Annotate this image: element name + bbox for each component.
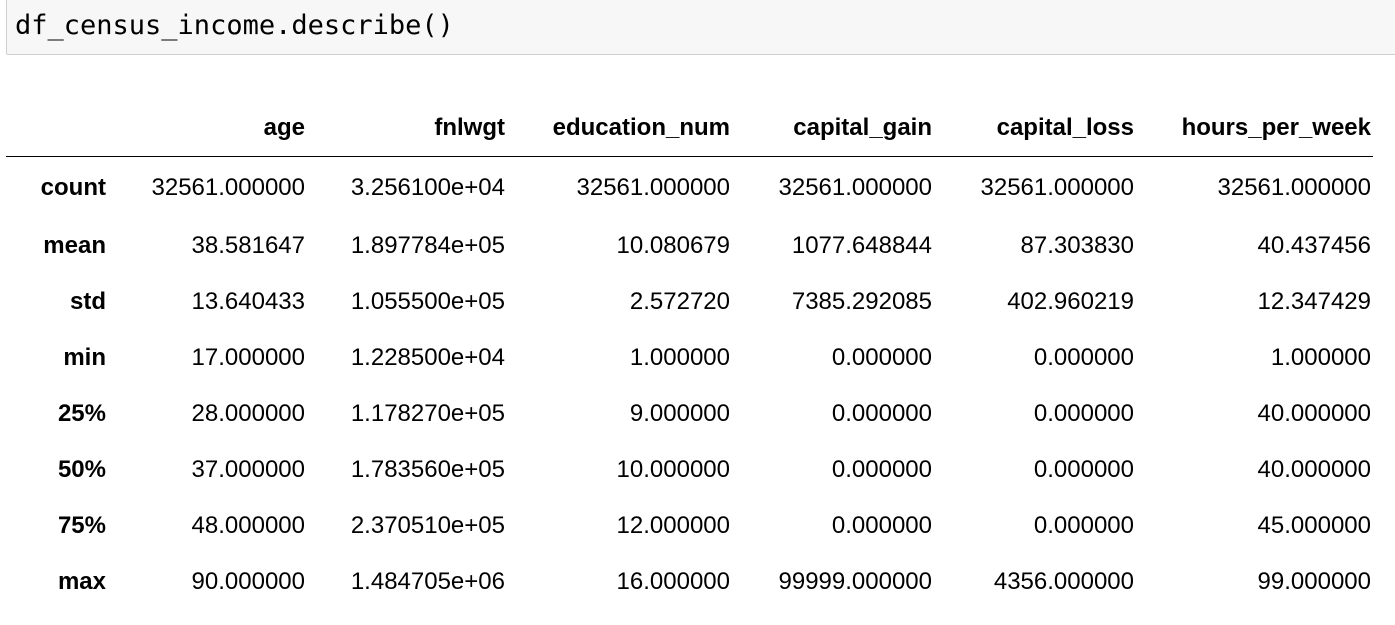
column-header: capital_gain <box>730 100 932 157</box>
code-cell[interactable]: df_census_income.describe() <box>6 0 1395 55</box>
table-cell: 9.000000 <box>629 400 730 427</box>
row-index: 75% <box>57 512 106 539</box>
table-cell: 32561.000000 <box>980 173 1135 201</box>
table-cell: 1.000000 <box>1270 344 1371 371</box>
table-cell: 90.000000 <box>191 568 305 595</box>
table-cell: 28.000000 <box>191 400 305 427</box>
row-index: max <box>57 568 106 595</box>
describe-table: age fnlwgt education_num capital_gain ca… <box>6 100 1373 610</box>
table-cell: 1.055500e+05 <box>350 288 505 315</box>
row-index: mean <box>43 232 106 259</box>
table-cell: 1.897784e+05 <box>350 232 505 259</box>
table-cell: 0.000000 <box>831 400 932 427</box>
table-cell: 32561.000000 <box>1217 173 1372 201</box>
table-row: 25% 28.000000 1.178270e+05 9.000000 0.00… <box>6 386 1373 442</box>
table-cell: 16.000000 <box>616 568 730 595</box>
table-cell: 1.000000 <box>629 344 730 371</box>
table-cell: 1.178270e+05 <box>350 400 505 427</box>
table-cell: 99.000000 <box>1257 568 1371 595</box>
table-cell: 0.000000 <box>1033 456 1134 483</box>
table-cell: 0.000000 <box>1033 512 1134 539</box>
table-cell: 10.000000 <box>616 456 730 483</box>
table-cell: 87.303830 <box>1020 232 1134 259</box>
table-cell: 2.370510e+05 <box>350 512 505 539</box>
table-cell: 13.640433 <box>191 288 305 315</box>
column-header: capital_loss <box>932 100 1134 157</box>
table-cell: 40.000000 <box>1257 400 1371 427</box>
table-cell: 0.000000 <box>1033 400 1134 427</box>
table-row: 50% 37.000000 1.783560e+05 10.000000 0.0… <box>6 442 1373 498</box>
table-cell: 40.437456 <box>1257 232 1371 259</box>
output-area: age fnlwgt education_num capital_gain ca… <box>6 100 1373 610</box>
table-cell: 17.000000 <box>191 344 305 371</box>
table-cell: 12.347429 <box>1257 288 1371 315</box>
row-index: 50% <box>57 456 106 483</box>
table-cell: 10.080679 <box>616 232 730 259</box>
table-cell: 45.000000 <box>1257 512 1371 539</box>
table-row: max 90.000000 1.484705e+06 16.000000 999… <box>6 554 1373 610</box>
table-cell: 2.572720 <box>629 288 730 315</box>
table-cell: 32561.000000 <box>778 173 933 201</box>
column-header: age <box>106 100 305 157</box>
table-cell: 40.000000 <box>1257 456 1371 483</box>
table-cell: 0.000000 <box>831 344 932 371</box>
table-cell: 0.000000 <box>1033 344 1134 371</box>
table-cell: 12.000000 <box>616 512 730 539</box>
column-header: fnlwgt <box>305 100 505 157</box>
row-index: count <box>40 173 106 201</box>
table-cell: 4356.000000 <box>993 568 1134 595</box>
table-body: count 32561.000000 3.256100e+04 32561.00… <box>6 157 1373 610</box>
table-row: min 17.000000 1.228500e+04 1.000000 0.00… <box>6 330 1373 386</box>
table-cell: 99999.000000 <box>778 568 933 595</box>
table-cell: 7385.292085 <box>791 288 932 315</box>
table-row: count 32561.000000 3.256100e+04 32561.00… <box>6 157 1373 219</box>
index-header <box>6 100 106 157</box>
table-row: std 13.640433 1.055500e+05 2.572720 7385… <box>6 274 1373 330</box>
table-cell: 38.581647 <box>191 232 305 259</box>
column-header: education_num <box>505 100 730 157</box>
table-cell: 32561.000000 <box>576 173 731 201</box>
table-cell: 0.000000 <box>831 512 932 539</box>
table-cell: 1.228500e+04 <box>350 344 505 371</box>
table-cell: 0.000000 <box>831 456 932 483</box>
table-cell: 1077.648844 <box>791 232 932 259</box>
table-row: mean 38.581647 1.897784e+05 10.080679 10… <box>6 218 1373 274</box>
table-header: age fnlwgt education_num capital_gain ca… <box>6 100 1373 157</box>
code-cell-source[interactable]: df_census_income.describe() <box>15 10 454 41</box>
table-cell: 1.484705e+06 <box>350 568 505 595</box>
table-cell: 402.960219 <box>1007 288 1134 315</box>
table-row: 75% 48.000000 2.370510e+05 12.000000 0.0… <box>6 498 1373 554</box>
table-cell: 37.000000 <box>191 456 305 483</box>
column-header: hours_per_week <box>1134 100 1373 157</box>
table-cell: 48.000000 <box>191 512 305 539</box>
header-row: age fnlwgt education_num capital_gain ca… <box>6 100 1373 157</box>
table-cell: 3.256100e+04 <box>350 173 505 201</box>
row-index: 25% <box>57 400 106 427</box>
row-index: min <box>63 344 106 371</box>
row-index: std <box>70 288 106 315</box>
table-cell: 1.783560e+05 <box>350 456 505 483</box>
table-cell: 32561.000000 <box>151 173 306 201</box>
